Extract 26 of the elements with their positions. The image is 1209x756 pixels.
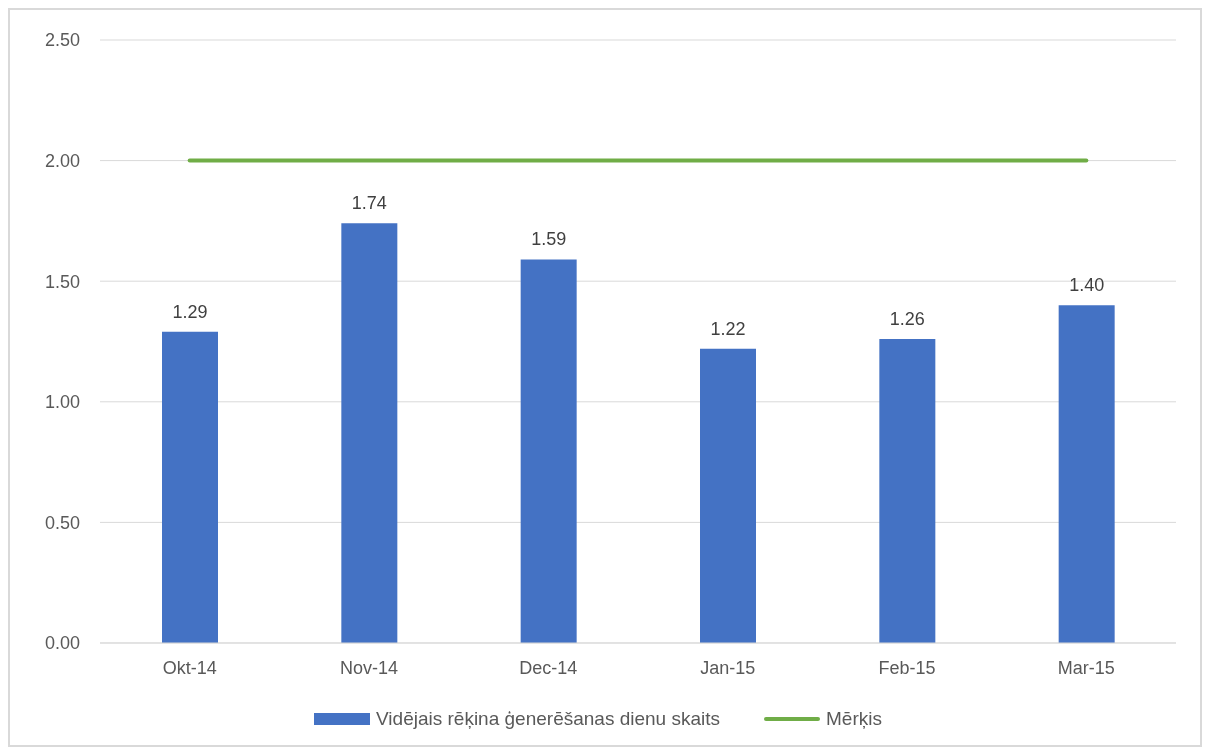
x-tick-label: Dec-14 bbox=[519, 657, 578, 678]
y-tick-label: 2.50 bbox=[44, 30, 80, 51]
data-label: 1.26 bbox=[889, 309, 925, 330]
data-label: 1.59 bbox=[531, 229, 567, 250]
y-tick-label: 1.00 bbox=[44, 392, 80, 413]
data-label: 1.22 bbox=[710, 318, 746, 339]
bar bbox=[520, 259, 577, 643]
data-label: 1.40 bbox=[1069, 275, 1105, 296]
y-tick-label: 1.50 bbox=[44, 271, 80, 292]
bar bbox=[162, 331, 218, 643]
x-tick-label: Mar-15 bbox=[1057, 657, 1115, 678]
data-label: 1.74 bbox=[351, 193, 387, 214]
bar bbox=[1058, 305, 1115, 643]
x-tick-label: Okt-14 bbox=[162, 657, 217, 678]
y-tick-label: 0.50 bbox=[44, 512, 80, 533]
y-tick-label: 2.00 bbox=[44, 150, 80, 171]
x-tick-label: Jan-15 bbox=[700, 657, 756, 678]
legend-label: Mērķis bbox=[825, 708, 882, 730]
legend-label: Vidējais rēķina ģenerēšanas dienu skaits bbox=[375, 708, 721, 730]
bar bbox=[341, 223, 398, 643]
bar bbox=[700, 348, 756, 643]
y-tick-label: 0.00 bbox=[44, 633, 80, 654]
bar bbox=[879, 339, 936, 643]
x-tick-label: Feb-15 bbox=[878, 657, 936, 678]
x-tick-label: Nov-14 bbox=[339, 657, 399, 678]
data-label: 1.29 bbox=[172, 301, 208, 322]
